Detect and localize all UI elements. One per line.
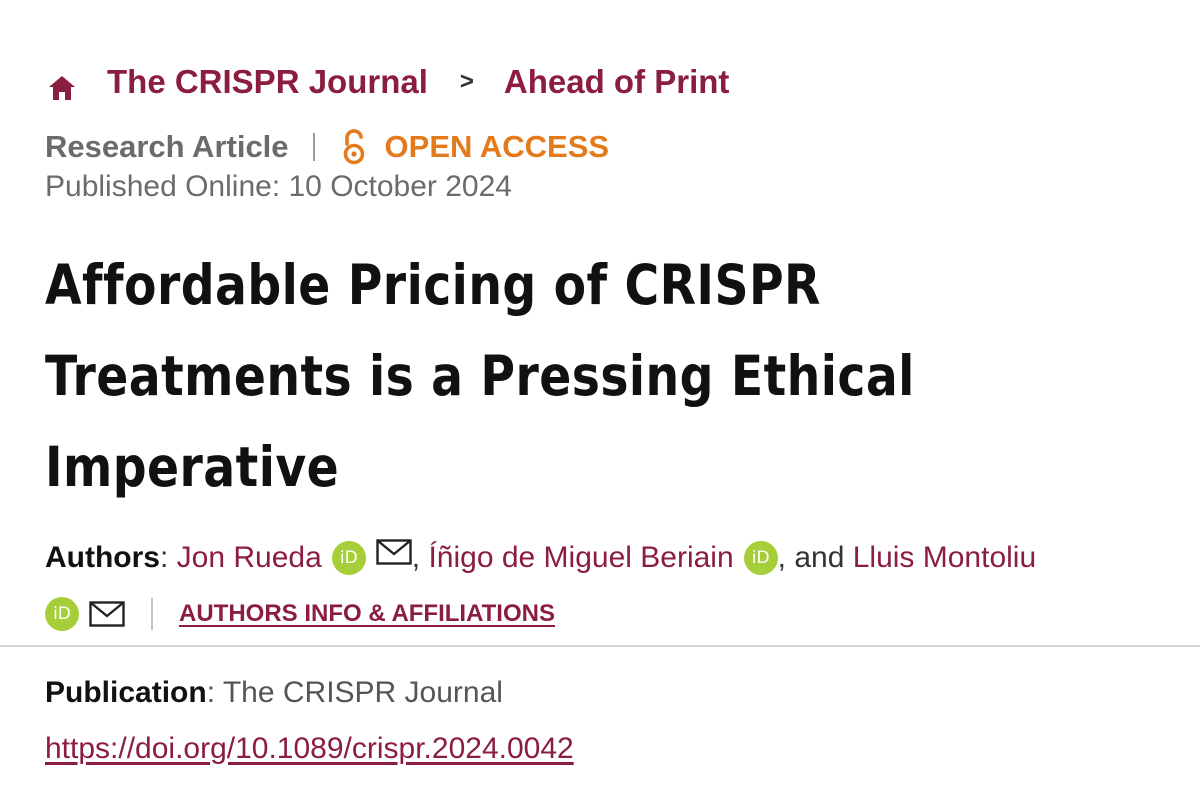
- authors-line: Authors: Jon Rueda iD, Íñigo de Miguel Be…: [45, 530, 1165, 586]
- publication-info: Publication: The CRISPR Journal: [45, 676, 503, 710]
- breadcrumb-separator: >: [459, 68, 474, 95]
- article-title-line: Affordable Pricing of CRISPR: [45, 253, 821, 317]
- doi-link[interactable]: https://doi.org/10.1089/crispr.2024.0042: [45, 732, 574, 765]
- publication-name: The CRISPR Journal: [222, 676, 503, 709]
- article-meta: Research Article OPEN ACCESS: [45, 124, 609, 170]
- section-divider: [0, 645, 1200, 647]
- open-lock-icon: [341, 129, 367, 165]
- author-link-rueda[interactable]: Jon Rueda: [176, 541, 322, 574]
- authors-divider: [151, 598, 153, 630]
- authors-actions: iD AUTHORS INFO & AFFILIATIONS: [45, 586, 1165, 642]
- orcid-icon[interactable]: iD: [743, 541, 778, 575]
- article-title-line: Imperative: [45, 435, 340, 499]
- home-icon[interactable]: [47, 72, 77, 100]
- author-link-de-miguel-beriain[interactable]: Íñigo de Miguel Beriain: [428, 541, 734, 574]
- authors-and: , and: [777, 541, 853, 574]
- authors-info-affiliations-link[interactable]: AUTHORS INFO & AFFILIATIONS: [179, 600, 555, 627]
- open-access-badge: OPEN ACCESS: [384, 129, 610, 164]
- authors-comma: ,: [411, 541, 421, 574]
- publication-colon: :: [206, 676, 223, 709]
- breadcrumb-journal-link[interactable]: The CRISPR Journal: [107, 63, 428, 100]
- authors-block: Authors: Jon Rueda iD, Íñigo de Miguel Be…: [45, 530, 1165, 642]
- breadcrumb: The CRISPR Journal > Ahead of Print: [47, 58, 729, 106]
- orcid-icon[interactable]: iD: [45, 597, 79, 631]
- author-link-montoliu[interactable]: Lluis Montoliu: [852, 541, 1037, 574]
- authors-label: Authors: [45, 541, 160, 574]
- mail-icon[interactable]: [89, 601, 125, 627]
- article-type: Research Article: [45, 129, 289, 164]
- publication-label: Publication: [45, 676, 207, 709]
- published-date: Published Online: 10 October 2024: [45, 170, 512, 203]
- mail-icon[interactable]: [376, 539, 412, 565]
- breadcrumb-section-link[interactable]: Ahead of Print: [503, 63, 730, 100]
- article-title-line: Treatments is a Pressing Ethical: [45, 344, 915, 408]
- authors-colon: :: [160, 541, 177, 574]
- meta-divider: [312, 133, 315, 161]
- orcid-icon[interactable]: iD: [331, 541, 366, 575]
- article-title: Affordable Pricing of CRISPR Treatments …: [45, 240, 1000, 513]
